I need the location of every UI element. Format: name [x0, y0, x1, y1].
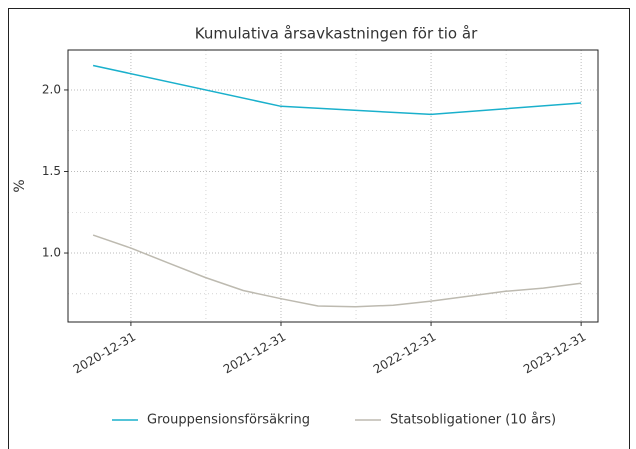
legend-label: Statsobligationer (10 års): [390, 413, 556, 428]
series-line: [92, 234, 582, 308]
y-tick-label: 1.0: [42, 246, 61, 260]
y-tick-label: 2.0: [42, 82, 61, 96]
chart-title: Kumulativa årsavkastningen för tio år: [195, 25, 478, 43]
y-axis-label: %: [12, 179, 28, 192]
plot-border: [67, 49, 599, 323]
legend-label: Grouppensionsförsäkring: [147, 413, 310, 428]
frame: [8, 8, 630, 449]
series-line: [92, 64, 582, 116]
y-tick-label: 1.5: [42, 164, 61, 178]
